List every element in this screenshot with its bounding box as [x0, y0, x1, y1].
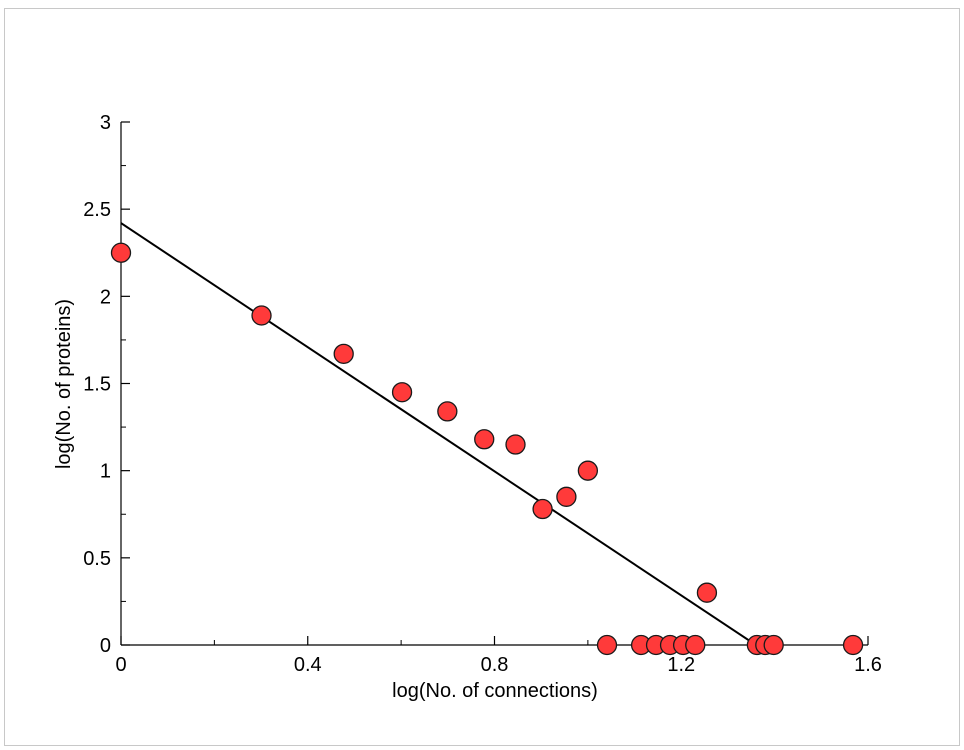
data-point	[110, 242, 132, 263]
data-point	[556, 486, 577, 507]
x-axis-label: log(No. of connections)	[392, 680, 598, 702]
y-tick-label: 0.5	[83, 548, 111, 570]
x-tick-label: 0.4	[294, 654, 322, 676]
data-point	[842, 634, 864, 656]
x-tick-label: 1.6	[854, 654, 882, 676]
data-point	[333, 343, 354, 365]
data-point	[685, 634, 706, 656]
y-tick-label: 0	[100, 635, 111, 657]
fit-line-group	[120, 222, 757, 646]
data-point	[474, 429, 495, 450]
data-point	[437, 401, 458, 422]
figure-frame	[4, 8, 960, 746]
y-tick-label: 1.5	[83, 374, 111, 396]
data-point	[505, 434, 526, 455]
fit-line	[120, 222, 757, 646]
y-tick-label: 2.5	[83, 199, 111, 221]
data-points	[110, 242, 864, 656]
data-point	[696, 582, 718, 603]
y-tick-label: 1	[100, 461, 111, 483]
x-tick-label: 0	[115, 654, 126, 676]
y-axis-label: log(No. of proteins)	[53, 299, 75, 469]
data-point	[532, 498, 553, 520]
data-point	[391, 382, 413, 403]
x-tick-label: 0.8	[481, 654, 509, 676]
y-tick-label: 3	[100, 112, 111, 134]
x-tick-label: 1.2	[667, 654, 695, 676]
data-point	[251, 305, 272, 326]
data-point	[577, 460, 599, 481]
data-point	[763, 634, 784, 656]
axes: 0 0.4 0.8 1.2 1.6 0 0.5 1 1.5 2 2.5 3	[83, 112, 882, 676]
y-tick-label: 2	[100, 286, 111, 308]
data-point	[596, 634, 618, 656]
